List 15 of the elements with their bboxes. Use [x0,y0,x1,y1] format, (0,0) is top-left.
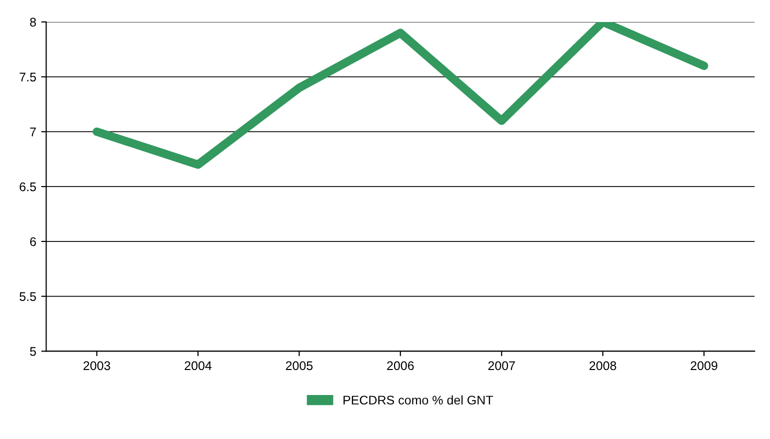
x-tick-label: 2003 [84,361,110,370]
x-tick-label: 2005 [286,361,313,370]
x-tick-label: 2009 [690,361,718,370]
y-tick-label: 8 [30,18,36,27]
y-tick-label: 6.5 [20,182,36,192]
y-tick-label: 6 [30,237,36,246]
legend-label: PECDRS como % del GNT [344,395,493,405]
x-tick-label: 2004 [184,361,212,370]
x-tick-label: 2007 [488,361,515,370]
y-tick-label: 5.5 [20,292,36,301]
y-tick-label: 5 [30,347,36,356]
x-tick-label: 2008 [590,361,616,370]
y-tick-label: 7 [30,128,36,136]
y-tick-label: 7.5 [20,72,36,82]
x-tick-label: 2006 [387,361,414,370]
